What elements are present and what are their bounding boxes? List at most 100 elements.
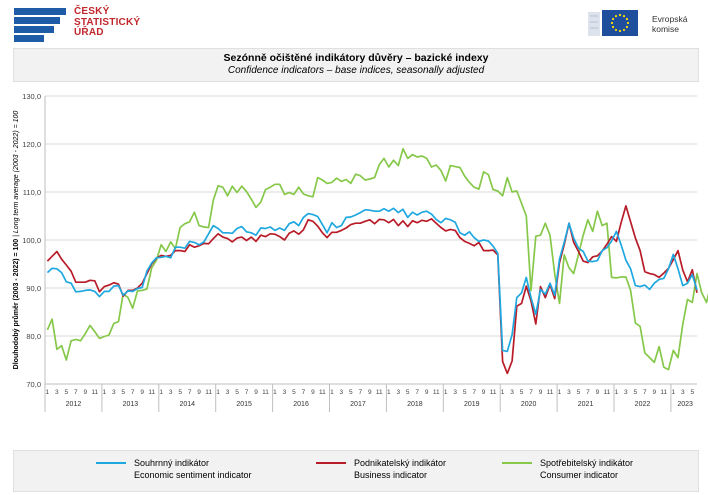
legend-swatch xyxy=(502,462,532,464)
month-tick-label: 3 xyxy=(112,389,116,396)
year-label: 2019 xyxy=(464,401,480,408)
month-tick-label: 5 xyxy=(634,389,638,396)
month-tick-label: 3 xyxy=(226,389,230,396)
month-tick-label: 3 xyxy=(169,389,173,396)
month-tick-label: 3 xyxy=(510,389,514,396)
legend-label: Podnikatelský indikátor xyxy=(354,458,447,468)
month-tick-label: 7 xyxy=(415,389,419,396)
month-tick-label: 1 xyxy=(330,389,334,396)
month-tick-label: 5 xyxy=(406,389,410,396)
header: ČESKÝ STATISTICKÝ ÚŘAD Evropská komise xyxy=(0,0,708,46)
month-tick-label: 1 xyxy=(615,389,619,396)
chart-title-box: Sezónně očištěné indikátory důvěry – baz… xyxy=(13,48,699,82)
month-tick-label: 1 xyxy=(558,389,562,396)
month-tick-label: 5 xyxy=(121,389,125,396)
month-tick-label: 7 xyxy=(472,389,476,396)
month-tick-label: 3 xyxy=(453,389,457,396)
month-tick-label: 3 xyxy=(340,389,344,396)
series-line-consumer-indicator xyxy=(46,147,708,371)
month-tick-label: 9 xyxy=(83,389,87,396)
month-tick-label: 11 xyxy=(547,389,554,396)
month-tick-label: 11 xyxy=(91,389,98,396)
month-tick-label: 11 xyxy=(205,389,212,396)
month-tick-label: 9 xyxy=(425,389,429,396)
chart-area: 70,0 80,0 90,0 100,0 110,0 120,0 130,0 Dlouhodo… xyxy=(0,84,708,440)
year-label: 2014 xyxy=(179,401,195,408)
month-tick-label: 5 xyxy=(520,389,524,396)
chart-title: Sezónně očištěné indikátory důvěry – baz… xyxy=(223,52,489,64)
year-label: 2017 xyxy=(350,401,366,408)
month-tick-label: 11 xyxy=(148,389,155,396)
month-tick-label: 1 xyxy=(216,389,220,396)
chart-subtitle: Confidence indicators – base indices, se… xyxy=(227,65,485,76)
month-tick-label: 7 xyxy=(131,389,135,396)
month-tick-label: 7 xyxy=(245,389,249,396)
month-tick-label: 11 xyxy=(262,389,269,396)
month-tick-label: 11 xyxy=(660,389,667,396)
czso-logo: ČESKÝ STATISTICKÝ ÚŘAD xyxy=(14,6,144,42)
month-tick-label: 11 xyxy=(490,389,497,396)
month-tick-label: 7 xyxy=(302,389,306,396)
year-label: 2013 xyxy=(123,401,139,408)
y-axis-title-alt: | Long term average (2003 - 2022) = 100 xyxy=(13,111,20,237)
month-tick-label: 7 xyxy=(74,389,78,396)
y-tick-label: 80,0 xyxy=(26,332,41,341)
month-tick-label: 9 xyxy=(653,389,657,396)
month-tick-label: 5 xyxy=(178,389,182,396)
legend-swatch xyxy=(96,462,126,464)
month-tick-label: 1 xyxy=(273,389,277,396)
year-label: 2012 xyxy=(66,401,82,408)
eu-building-icon xyxy=(588,12,600,36)
y-tick-label: 120,0 xyxy=(22,140,41,149)
month-tick-label: 3 xyxy=(681,389,685,396)
y-axis-title: Dlouhodobý průměr (2003 - 2022) = 100 | … xyxy=(12,111,20,370)
eu-flag-icon xyxy=(602,10,638,36)
month-tick-label: 9 xyxy=(539,389,543,396)
month-tick-label: 3 xyxy=(55,389,59,396)
year-label: 2023 xyxy=(677,401,693,408)
month-tick-label: 5 xyxy=(690,389,694,396)
european-commission-logo: Evropská komise xyxy=(588,8,703,40)
series-line-economic-sentiment-indicator xyxy=(46,207,698,353)
legend-label-en: Consumer indicator xyxy=(540,470,619,480)
month-tick-label: 1 xyxy=(444,389,448,396)
month-tick-label: 3 xyxy=(283,389,287,396)
month-tick-label: 9 xyxy=(254,389,258,396)
month-tick-label: 1 xyxy=(671,389,675,396)
legend-label: Spotřebitelský indikátor xyxy=(540,458,634,468)
month-tick-label: 7 xyxy=(643,389,647,396)
month-tick-label: 5 xyxy=(292,389,296,396)
month-tick-label: 7 xyxy=(529,389,533,396)
month-tick-label: 11 xyxy=(604,389,611,396)
month-tick-label: 3 xyxy=(624,389,628,396)
year-label: 2020 xyxy=(521,401,537,408)
year-label: 2016 xyxy=(293,401,309,408)
legend: Souhrnný indikátor Economic sentiment in… xyxy=(13,450,699,492)
month-tick-label: 3 xyxy=(567,389,571,396)
y-tick-label: 130,0 xyxy=(22,92,41,101)
year-label: 2018 xyxy=(407,401,423,408)
month-tick-label: 9 xyxy=(482,389,486,396)
month-tick-label: 1 xyxy=(159,389,163,396)
y-tick-label: 110,0 xyxy=(23,188,41,197)
month-tick-label: 3 xyxy=(396,389,400,396)
european-commission-text: Evropská komise xyxy=(652,14,688,34)
month-tick-label: 1 xyxy=(102,389,106,396)
year-label: 2015 xyxy=(236,401,252,408)
month-tick-label: 1 xyxy=(387,389,391,396)
year-label: 2022 xyxy=(635,401,651,408)
czso-logo-text: ČESKÝ STATISTICKÝ ÚŘAD xyxy=(74,6,141,38)
month-tick-label: 11 xyxy=(376,389,383,396)
month-tick-label: 9 xyxy=(311,389,315,396)
month-tick-label: 9 xyxy=(197,389,201,396)
month-tick-label: 1 xyxy=(46,389,50,396)
month-tick-label: 5 xyxy=(235,389,239,396)
month-tick-label: 5 xyxy=(463,389,467,396)
y-axis-title-main: Dlouhodobý průměr (2003 - 2022) = 100 xyxy=(12,237,20,369)
month-tick-label: 5 xyxy=(65,389,69,396)
month-tick-label: 7 xyxy=(188,389,192,396)
legend-label-en: Economic sentiment indicator xyxy=(134,470,252,480)
y-tick-label: 90,0 xyxy=(26,284,41,293)
month-tick-label: 11 xyxy=(319,389,326,396)
month-tick-label: 9 xyxy=(596,389,600,396)
